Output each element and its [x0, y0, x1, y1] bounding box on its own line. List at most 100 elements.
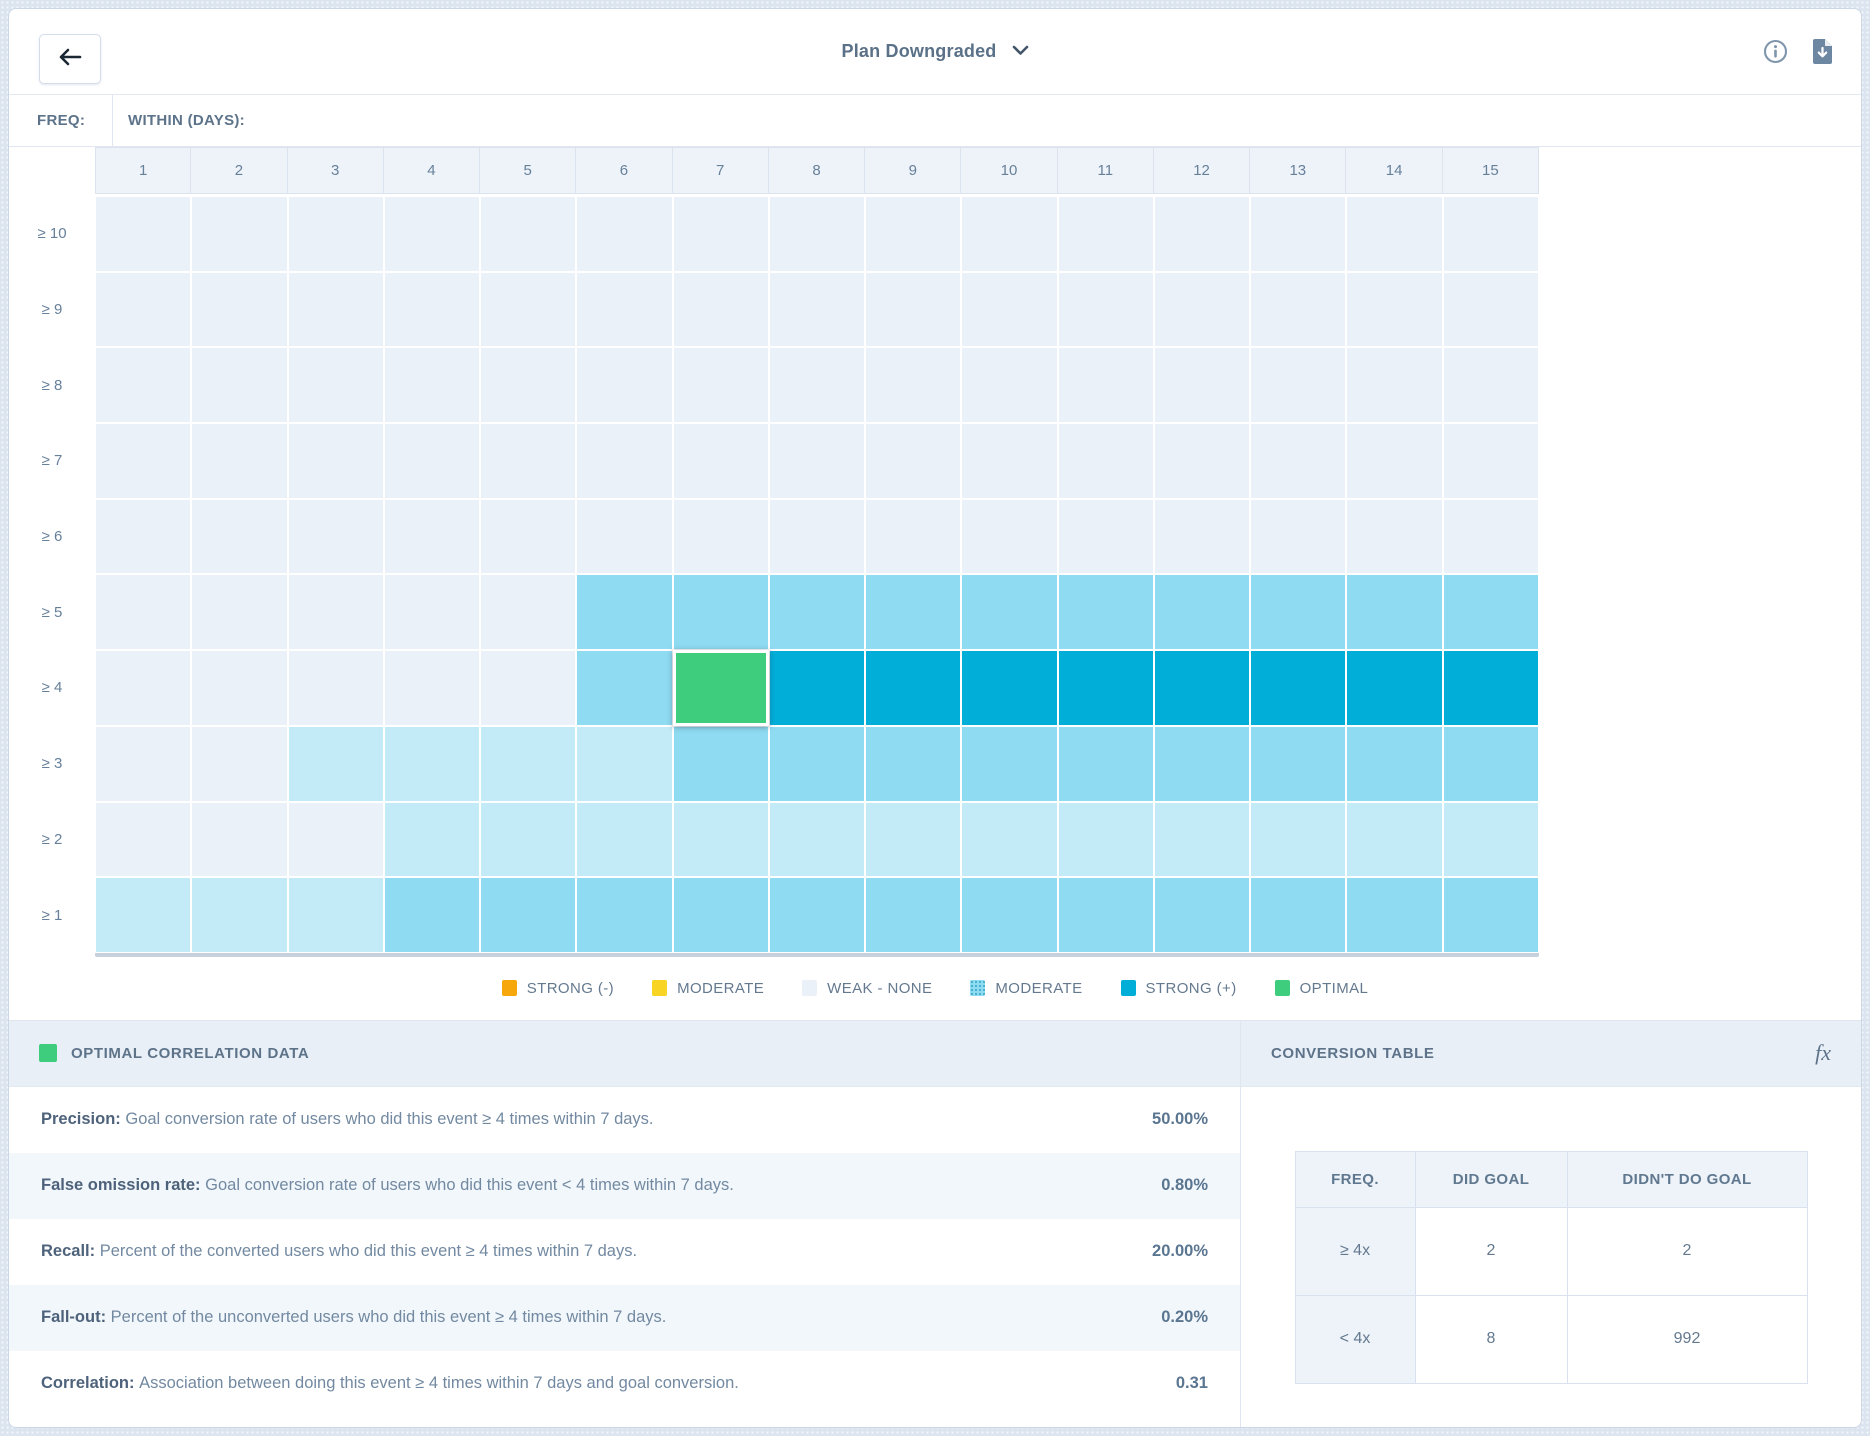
heatmap-cell[interactable]: [1153, 877, 1251, 953]
heatmap-cell[interactable]: [768, 574, 866, 651]
heatmap-cell[interactable]: [287, 650, 384, 726]
heatmap-cell[interactable]: [576, 801, 673, 878]
heatmap-cell[interactable]: [95, 271, 192, 348]
heatmap-cell[interactable]: [287, 196, 384, 272]
heatmap-cell[interactable]: [1442, 347, 1539, 424]
heatmap-cell[interactable]: [961, 196, 1058, 272]
heatmap-cell[interactable]: [1442, 877, 1539, 953]
heatmap-cell[interactable]: [1442, 725, 1539, 802]
heatmap-cell[interactable]: [768, 498, 866, 575]
heatmap-cell[interactable]: [480, 423, 577, 499]
heatmap-cell[interactable]: [191, 271, 288, 348]
heatmap-cell[interactable]: [672, 801, 769, 878]
heatmap-cell[interactable]: [480, 801, 577, 878]
heatmap-cell[interactable]: [576, 725, 673, 802]
heatmap-cell[interactable]: [1346, 650, 1443, 726]
event-selector[interactable]: Plan Downgraded: [841, 41, 1028, 62]
heatmap-cell[interactable]: [287, 271, 384, 348]
formula-fx-icon[interactable]: fx: [1815, 1040, 1831, 1066]
heatmap-cell[interactable]: [865, 650, 962, 726]
heatmap-cell[interactable]: [191, 877, 288, 953]
back-button[interactable]: [39, 34, 101, 84]
heatmap-cell[interactable]: [191, 574, 288, 651]
heatmap-cell[interactable]: [576, 498, 673, 575]
heatmap-cell[interactable]: [480, 877, 577, 953]
heatmap-cell[interactable]: [1442, 650, 1539, 726]
heatmap-cell[interactable]: [1346, 196, 1443, 272]
heatmap-cell[interactable]: [1250, 196, 1347, 272]
heatmap-cell[interactable]: [961, 801, 1058, 878]
heatmap-cell[interactable]: [1153, 498, 1251, 575]
heatmap-cell[interactable]: [768, 423, 866, 499]
heatmap-cell[interactable]: [961, 347, 1058, 424]
heatmap-cell[interactable]: [865, 877, 962, 953]
heatmap-cell[interactable]: [383, 423, 481, 499]
heatmap-cell[interactable]: [672, 574, 769, 651]
heatmap-cell[interactable]: [672, 347, 769, 424]
heatmap-cell[interactable]: [1057, 725, 1154, 802]
heatmap-cell[interactable]: [287, 423, 384, 499]
heatmap-cell[interactable]: [768, 801, 866, 878]
heatmap-cell[interactable]: [287, 877, 384, 953]
heatmap-cell[interactable]: [961, 423, 1058, 499]
heatmap-cell[interactable]: [1442, 271, 1539, 348]
heatmap-cell[interactable]: [191, 423, 288, 499]
heatmap-cell[interactable]: [95, 725, 192, 802]
heatmap-cell[interactable]: [865, 423, 962, 499]
heatmap-cell[interactable]: [1250, 423, 1347, 499]
heatmap-cell[interactable]: [768, 877, 866, 953]
heatmap-cell[interactable]: [1346, 347, 1443, 424]
heatmap-cell[interactable]: [1250, 650, 1347, 726]
heatmap-cell[interactable]: [1250, 271, 1347, 348]
heatmap-cell[interactable]: [383, 877, 481, 953]
heatmap-cell[interactable]: [383, 801, 481, 878]
heatmap-cell[interactable]: [480, 347, 577, 424]
heatmap-cell[interactable]: [95, 423, 192, 499]
heatmap-cell[interactable]: [1442, 423, 1539, 499]
heatmap-cell[interactable]: [1153, 650, 1251, 726]
heatmap-cell[interactable]: [961, 877, 1058, 953]
heatmap-cell[interactable]: [383, 574, 481, 651]
heatmap-cell[interactable]: [1250, 877, 1347, 953]
heatmap-cell[interactable]: [191, 196, 288, 272]
heatmap-cell[interactable]: [865, 498, 962, 575]
heatmap-cell[interactable]: [576, 574, 673, 651]
heatmap-cell[interactable]: [1057, 650, 1154, 726]
heatmap-cell[interactable]: [383, 650, 481, 726]
heatmap-cell[interactable]: [1057, 423, 1154, 499]
heatmap-cell[interactable]: [768, 271, 866, 348]
heatmap-cell[interactable]: [383, 347, 481, 424]
heatmap-cell[interactable]: [1153, 347, 1251, 424]
heatmap-cell[interactable]: [1346, 725, 1443, 802]
heatmap-cell[interactable]: [1250, 347, 1347, 424]
info-icon[interactable]: [1763, 39, 1788, 64]
heatmap-cell[interactable]: [1057, 498, 1154, 575]
heatmap-cell[interactable]: [287, 347, 384, 424]
heatmap-cell[interactable]: [287, 725, 384, 802]
heatmap-cell[interactable]: [95, 347, 192, 424]
heatmap-cell[interactable]: [1153, 801, 1251, 878]
heatmap-cell[interactable]: [480, 498, 577, 575]
heatmap-cell[interactable]: [480, 574, 577, 651]
heatmap-cell[interactable]: [95, 877, 192, 953]
heatmap-cell[interactable]: [1057, 196, 1154, 272]
heatmap-cell[interactable]: [576, 347, 673, 424]
heatmap-cell[interactable]: [191, 347, 288, 424]
heatmap-cell[interactable]: [95, 196, 192, 272]
heatmap-cell[interactable]: [865, 347, 962, 424]
heatmap-cell[interactable]: [576, 877, 673, 953]
heatmap-cell[interactable]: [191, 725, 288, 802]
heatmap-cell[interactable]: [1153, 196, 1251, 272]
heatmap-cell[interactable]: [672, 271, 769, 348]
heatmap-cell[interactable]: [1346, 574, 1443, 651]
heatmap-cell[interactable]: [1346, 801, 1443, 878]
heatmap-cell[interactable]: [1057, 574, 1154, 651]
heatmap-cell[interactable]: [480, 650, 577, 726]
heatmap-cell[interactable]: [672, 196, 769, 272]
heatmap-cell[interactable]: [865, 801, 962, 878]
heatmap-cell[interactable]: [1153, 423, 1251, 499]
heatmap-cell[interactable]: [191, 650, 288, 726]
heatmap-cell[interactable]: [576, 271, 673, 348]
heatmap-cell[interactable]: [1153, 574, 1251, 651]
heatmap-cell[interactable]: [576, 650, 673, 726]
